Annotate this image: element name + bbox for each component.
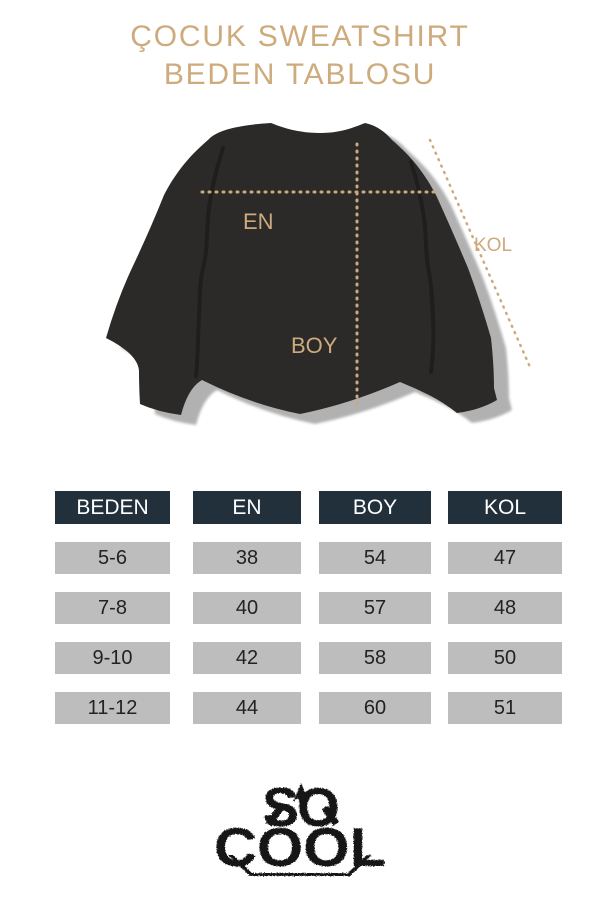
svg-text:COOL: COOL bbox=[214, 816, 386, 878]
